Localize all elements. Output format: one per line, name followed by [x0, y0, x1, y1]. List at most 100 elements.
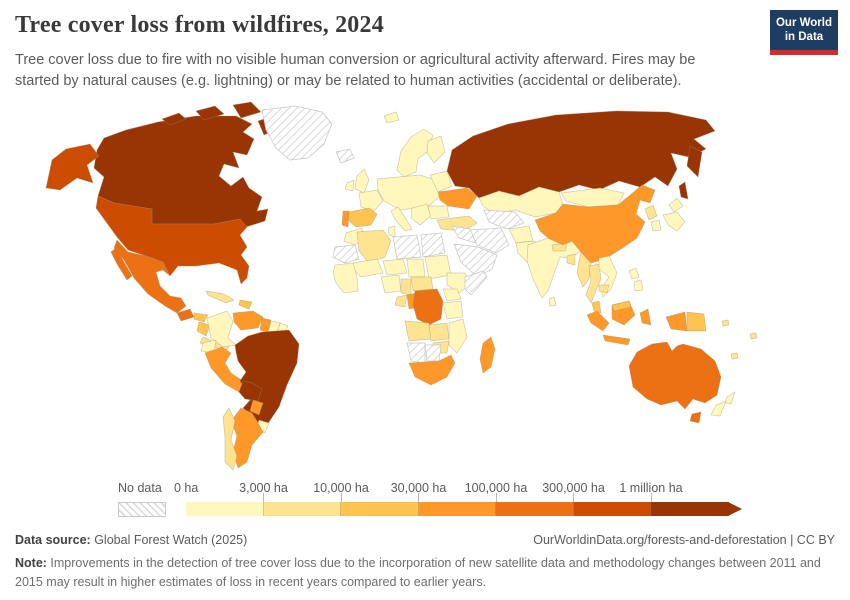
country-drc[interactable]	[412, 288, 444, 326]
country-mozambique-malawi[interactable]	[448, 318, 468, 354]
country-turkmenistan-uzbekistan[interactable]	[483, 209, 525, 230]
country-nigeria[interactable]	[380, 274, 402, 294]
country-hispaniola[interactable]	[238, 299, 253, 310]
country-italy[interactable]	[390, 206, 413, 232]
legend-segment-1M+[interactable]	[651, 502, 729, 516]
country-peru[interactable]	[204, 346, 244, 393]
legend-segment-30k-100k[interactable]	[418, 502, 496, 516]
country-pacific-islands-2[interactable]	[730, 352, 739, 360]
country-bangladesh[interactable]	[566, 253, 576, 266]
country-sri-lanka[interactable]	[548, 296, 557, 307]
country-indonesia-java[interactable]	[602, 334, 631, 346]
country-japan-hokkaido[interactable]	[668, 197, 684, 213]
owid-link[interactable]: OurWorldinData.org/forests-and-deforesta…	[533, 533, 835, 547]
country-new-zealand-north[interactable]	[724, 391, 736, 405]
country-cameroon[interactable]	[400, 278, 412, 296]
country-zambia[interactable]	[428, 322, 450, 342]
country-indonesia-papua[interactable]	[665, 311, 688, 332]
country-mongolia[interactable]	[560, 187, 625, 208]
country-south-korea[interactable]	[650, 219, 662, 232]
owid-logo[interactable]: Our World in Data	[770, 10, 838, 55]
country-mexico-baja[interactable]	[110, 247, 133, 281]
country-uk[interactable]	[354, 168, 370, 194]
country-china[interactable]	[534, 184, 656, 264]
country-namibia[interactable]	[406, 342, 426, 364]
country-philippines-2[interactable]	[633, 279, 644, 292]
country-colombia[interactable]	[206, 310, 237, 348]
country-indonesia-sulawesi[interactable]	[639, 308, 652, 326]
country-portugal[interactable]	[341, 210, 350, 228]
country-angola[interactable]	[404, 320, 432, 342]
country-niger[interactable]	[382, 258, 408, 276]
country-indonesia-sumatra[interactable]	[586, 310, 610, 332]
country-greenland[interactable]	[261, 105, 333, 161]
country-philippines-1[interactable]	[628, 267, 640, 280]
country-baltics-belarus[interactable]	[429, 170, 453, 193]
country-spain[interactable]	[347, 207, 378, 228]
country-myanmar[interactable]	[576, 251, 592, 288]
country-nicaragua[interactable]	[196, 321, 211, 337]
country-chile[interactable]	[222, 407, 238, 471]
country-new-zealand-south[interactable]	[710, 400, 727, 417]
country-canada-arctic-3[interactable]	[232, 101, 262, 119]
country-cambodia[interactable]	[598, 284, 610, 294]
country-south-africa[interactable]	[408, 354, 456, 386]
country-north-korea[interactable]	[644, 204, 658, 221]
country-central-europe[interactable]	[376, 174, 442, 211]
country-argentina[interactable]	[230, 407, 264, 469]
country-mexico[interactable]	[113, 239, 187, 314]
country-tunisia[interactable]	[387, 225, 396, 238]
country-malaysia-borneo[interactable]	[611, 300, 632, 312]
country-madagascar[interactable]	[479, 336, 496, 374]
country-bolivia[interactable]	[238, 380, 263, 402]
country-honduras[interactable]	[193, 312, 209, 323]
country-mali[interactable]	[352, 258, 384, 278]
country-iceland[interactable]	[335, 148, 355, 164]
country-paraguay[interactable]	[249, 399, 264, 416]
legend-no-data-swatch[interactable]	[118, 502, 166, 517]
country-tasmania[interactable]	[689, 411, 702, 424]
country-turkey[interactable]	[436, 215, 478, 232]
legend-segment-100k-300k[interactable]	[496, 502, 574, 516]
country-russia[interactable]	[446, 110, 716, 199]
country-algeria[interactable]	[356, 229, 392, 264]
country-libya[interactable]	[392, 234, 422, 260]
country-egypt[interactable]	[420, 232, 446, 258]
country-united-states[interactable]	[95, 195, 250, 285]
country-australia[interactable]	[628, 341, 722, 410]
country-finland[interactable]	[426, 135, 446, 164]
country-russia-kamchatka[interactable]	[686, 145, 703, 178]
country-somalia[interactable]	[464, 270, 488, 296]
country-iraq-syria[interactable]	[451, 225, 477, 244]
country-botswana[interactable]	[424, 344, 442, 362]
country-saudi-arabia[interactable]	[453, 243, 498, 278]
country-svalbard[interactable]	[383, 111, 400, 124]
country-west-africa[interactable]	[332, 262, 359, 294]
country-papua-new-guinea[interactable]	[686, 311, 707, 332]
country-romania-bulgaria[interactable]	[427, 205, 450, 220]
country-gabon[interactable]	[394, 294, 408, 308]
legend-segment-10k-30k[interactable]	[341, 502, 419, 516]
country-chad[interactable]	[406, 258, 426, 278]
country-japan-honshu[interactable]	[662, 211, 686, 232]
country-canada-arctic-1[interactable]	[161, 112, 187, 126]
legend-segment-3k-10k[interactable]	[263, 502, 341, 516]
country-alaska[interactable]	[45, 143, 100, 191]
country-western-sahara-mauritania[interactable]	[332, 244, 360, 264]
legend-segment-0-3k[interactable]	[186, 502, 264, 516]
legend-segment-300k-1M[interactable]	[573, 502, 651, 516]
country-cuba[interactable]	[205, 290, 235, 304]
country-ireland[interactable]	[344, 179, 355, 192]
country-tanzania[interactable]	[442, 300, 464, 320]
country-central-african-republic[interactable]	[410, 276, 434, 292]
country-afghanistan[interactable]	[508, 225, 534, 244]
country-france[interactable]	[358, 189, 384, 212]
country-russia-sakhalin[interactable]	[678, 181, 689, 200]
country-kenya-uganda[interactable]	[442, 288, 462, 302]
country-malaysia-peninsula[interactable]	[591, 300, 602, 314]
country-pacific-islands-3[interactable]	[749, 332, 758, 340]
country-canada-arctic-2[interactable]	[195, 105, 225, 121]
country-pacific-islands-1[interactable]	[721, 319, 730, 327]
country-balkans[interactable]	[410, 203, 432, 226]
country-ukraine[interactable]	[437, 187, 478, 210]
